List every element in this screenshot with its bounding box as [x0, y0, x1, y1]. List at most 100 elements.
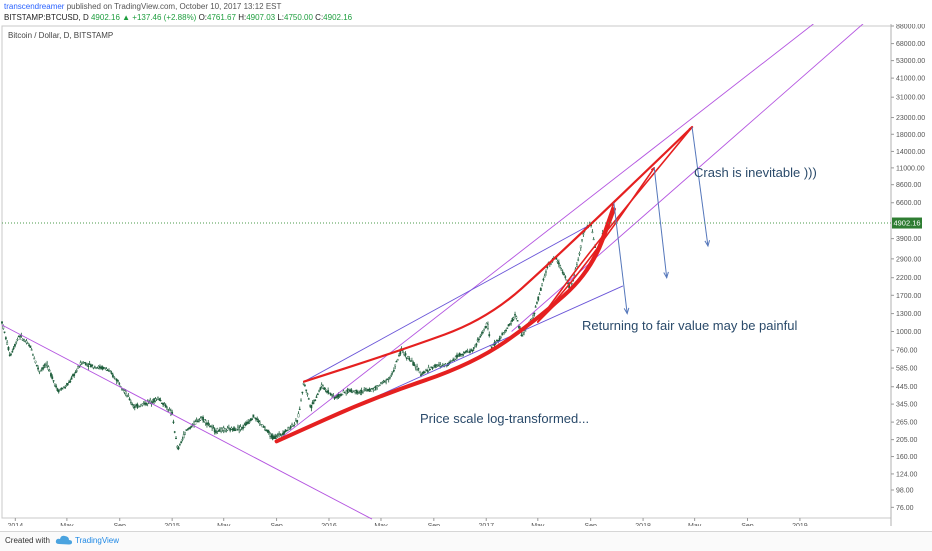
y-tick-label: 345.00 [896, 402, 918, 409]
symbol-info: BITSTAMP:BTCUSD, D 4902.16 ▲ +137.46 (+2… [4, 13, 352, 22]
candle-body [484, 326, 487, 328]
y-tick-label: 205.00 [896, 437, 918, 444]
candle-body [37, 367, 39, 370]
candle-body [73, 373, 76, 376]
candle-body [168, 409, 171, 411]
candle-body [376, 385, 379, 389]
candle-body [59, 389, 61, 391]
candle-body [394, 364, 397, 367]
candle-body [503, 331, 506, 334]
author-name[interactable]: transcendreamer [4, 2, 65, 11]
candle-body [42, 367, 45, 369]
candle-body [115, 379, 118, 382]
candle-body [34, 360, 37, 363]
candle-body [369, 390, 372, 392]
candle-body [537, 296, 540, 301]
price-chart[interactable]: Bitcoin / Dollar, D, BITSTAMP 88000.00 68… [0, 24, 932, 526]
candle-body [169, 410, 172, 414]
candle-body [539, 288, 542, 291]
candle-body [87, 365, 90, 367]
candle-body [173, 431, 176, 433]
candle-body [557, 262, 560, 265]
candle-body [253, 417, 256, 419]
candle-body [248, 421, 251, 423]
candle-body [289, 425, 292, 429]
candle-body [592, 238, 595, 241]
candle-body [450, 360, 453, 362]
candle-body [355, 389, 358, 393]
candle-body [114, 378, 117, 380]
candle-body [420, 374, 422, 376]
y-tick-label: 124.00 [896, 471, 918, 478]
candle-body [154, 398, 157, 401]
candle-body [69, 380, 72, 383]
candle-body [417, 368, 420, 370]
candle-body [130, 401, 132, 404]
candle-body [512, 317, 515, 320]
candle-body [329, 393, 332, 396]
candle-body [453, 358, 456, 360]
candle-body [391, 371, 394, 373]
candle-body [117, 380, 119, 382]
candle-body [141, 403, 144, 406]
candle-body [26, 342, 29, 344]
candle-body [533, 312, 536, 315]
candle-body [124, 391, 127, 395]
candle-body [30, 349, 33, 351]
candle-body [216, 428, 219, 432]
y-tick-label: 31000.00 [896, 95, 925, 102]
candle-body [300, 398, 302, 401]
channel-upper-line [276, 24, 815, 442]
candle-body [314, 399, 317, 401]
candle-body [412, 362, 415, 366]
candle-body [480, 333, 483, 336]
candle-body [1, 321, 3, 324]
last-price-badge-bg [892, 217, 922, 229]
candle-body [175, 437, 177, 440]
candle-body [518, 325, 520, 328]
candle-body [559, 265, 562, 268]
candle-body [411, 360, 413, 362]
tradingview-brand[interactable]: TradingView [75, 536, 120, 545]
candle-body [483, 329, 485, 332]
candle-body [229, 428, 232, 431]
candle-body [307, 398, 310, 400]
y-tick-label: 76.00 [896, 505, 914, 512]
y-tick-label: 3900.00 [896, 236, 921, 243]
candle-body [235, 429, 238, 431]
channel-lower-line [511, 24, 864, 332]
candle-body [182, 434, 185, 439]
candle-body [62, 386, 65, 388]
high-label: H: [238, 13, 247, 22]
candle-body [181, 438, 184, 441]
candle-body [542, 278, 545, 281]
candle-body [15, 341, 18, 344]
candle-body [283, 431, 286, 434]
candle-body [478, 338, 480, 340]
candle-body [520, 334, 523, 336]
candle-body [261, 424, 264, 428]
y-tick-label: 585.00 [896, 366, 918, 373]
y-tick-label: 265.00 [896, 420, 918, 427]
candle-body [564, 276, 567, 278]
candle-body [472, 347, 475, 349]
candle-body [297, 413, 300, 418]
candle-body [136, 403, 139, 408]
candle-body [276, 434, 279, 436]
candle-body [70, 377, 73, 380]
candle-body [61, 388, 64, 390]
candle-body [189, 427, 192, 429]
candle-body [230, 427, 233, 430]
candle-body [211, 426, 214, 429]
y-tick-label: 41000.00 [896, 76, 925, 83]
candle-body [499, 336, 502, 339]
high-value: 4907.03 [246, 13, 276, 22]
candle-body [7, 346, 10, 350]
wedge-upper-line [303, 224, 591, 382]
y-tick-label: 14000.00 [896, 149, 925, 156]
candle-body [305, 389, 308, 391]
arrow-shaft [691, 127, 709, 247]
low-value: 4750.00 [284, 13, 313, 22]
candle-body [322, 385, 324, 389]
candle-body [476, 339, 479, 341]
